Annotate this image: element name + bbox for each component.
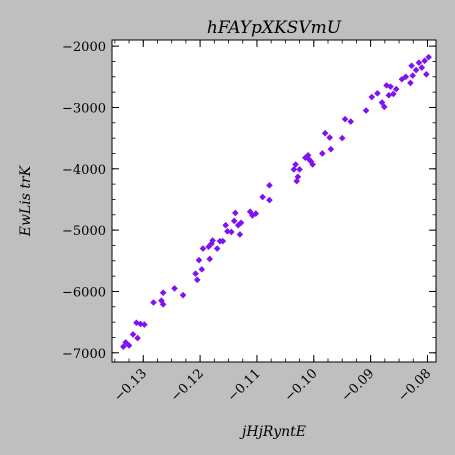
data-point: [208, 240, 215, 247]
data-point: [304, 152, 312, 159]
plot-frame: [111, 39, 437, 363]
data-point: [338, 134, 346, 142]
y-tick-label: −4000: [62, 163, 106, 178]
data-point: [326, 134, 334, 141]
plot-area: [112, 40, 436, 362]
data-point: [321, 129, 329, 137]
data-point: [179, 291, 187, 299]
data-point: [206, 255, 214, 263]
data-point: [347, 118, 355, 125]
data-point: [341, 115, 349, 123]
data-point: [213, 245, 221, 252]
data-point: [292, 161, 299, 168]
data-point: [412, 66, 420, 74]
data-point: [259, 193, 266, 201]
data-point: [402, 73, 410, 81]
data-point: [387, 83, 394, 90]
data-point: [222, 221, 229, 229]
data-point: [418, 64, 426, 71]
data-point: [408, 62, 415, 70]
y-axis: −7000 −6000 −5000 −4000 −3000 −2000: [62, 40, 436, 362]
data-point: [319, 150, 326, 157]
data-point: [305, 156, 313, 163]
data-point: [199, 245, 207, 252]
y-axis-label: EwLis trK: [18, 164, 34, 237]
y-tick-label: −3000: [62, 101, 106, 116]
data-point: [293, 177, 301, 185]
data-point: [125, 342, 133, 349]
data-point: [141, 321, 148, 328]
data-point: [171, 285, 178, 292]
y-tick-label: −6000: [62, 285, 106, 300]
data-point: [224, 228, 231, 235]
data-point: [362, 107, 370, 114]
data-point: [385, 91, 393, 99]
data-point: [252, 210, 260, 217]
chart-title: hFAYpXKSVmU: [207, 18, 342, 38]
data-point: [266, 182, 273, 189]
y-tick-label: −2000: [62, 40, 106, 55]
data-point: [193, 276, 201, 284]
data-point: [192, 270, 199, 277]
data-point: [234, 221, 242, 229]
data-point: [421, 57, 428, 65]
data-point: [230, 217, 238, 225]
data-point: [137, 320, 144, 328]
data-point: [409, 72, 416, 79]
x-axis-label: jHjRyntE: [239, 424, 306, 440]
y-tick-label: −7000: [62, 347, 106, 362]
data-points: [120, 53, 432, 350]
data-point: [122, 339, 129, 346]
y-tick-label: −5000: [62, 224, 106, 239]
data-point: [198, 266, 206, 273]
data-point: [309, 161, 316, 168]
data-point: [236, 231, 244, 238]
data-point: [296, 166, 303, 173]
data-point: [368, 93, 376, 101]
data-point: [290, 166, 298, 173]
data-point: [307, 158, 315, 165]
data-point: [374, 90, 381, 97]
data-point: [150, 299, 157, 306]
data-point: [195, 256, 203, 264]
data-point: [266, 196, 273, 204]
data-point: [134, 334, 141, 342]
data-point: [228, 228, 235, 236]
data-point: [415, 59, 423, 66]
data-point: [294, 173, 302, 181]
data-point: [390, 90, 397, 98]
data-point: [237, 219, 245, 227]
data-point: [159, 301, 167, 308]
data-point: [425, 53, 432, 61]
data-point: [301, 154, 309, 162]
data-point: [159, 289, 167, 296]
data-point: [129, 331, 137, 338]
data-point: [380, 103, 388, 111]
data-point: [158, 297, 165, 304]
data-point: [232, 209, 239, 217]
data-point: [423, 71, 430, 78]
data-point: [407, 79, 414, 87]
data-point: [392, 85, 400, 93]
data-point: [383, 82, 390, 89]
data-point: [327, 145, 335, 153]
data-point: [219, 237, 227, 245]
